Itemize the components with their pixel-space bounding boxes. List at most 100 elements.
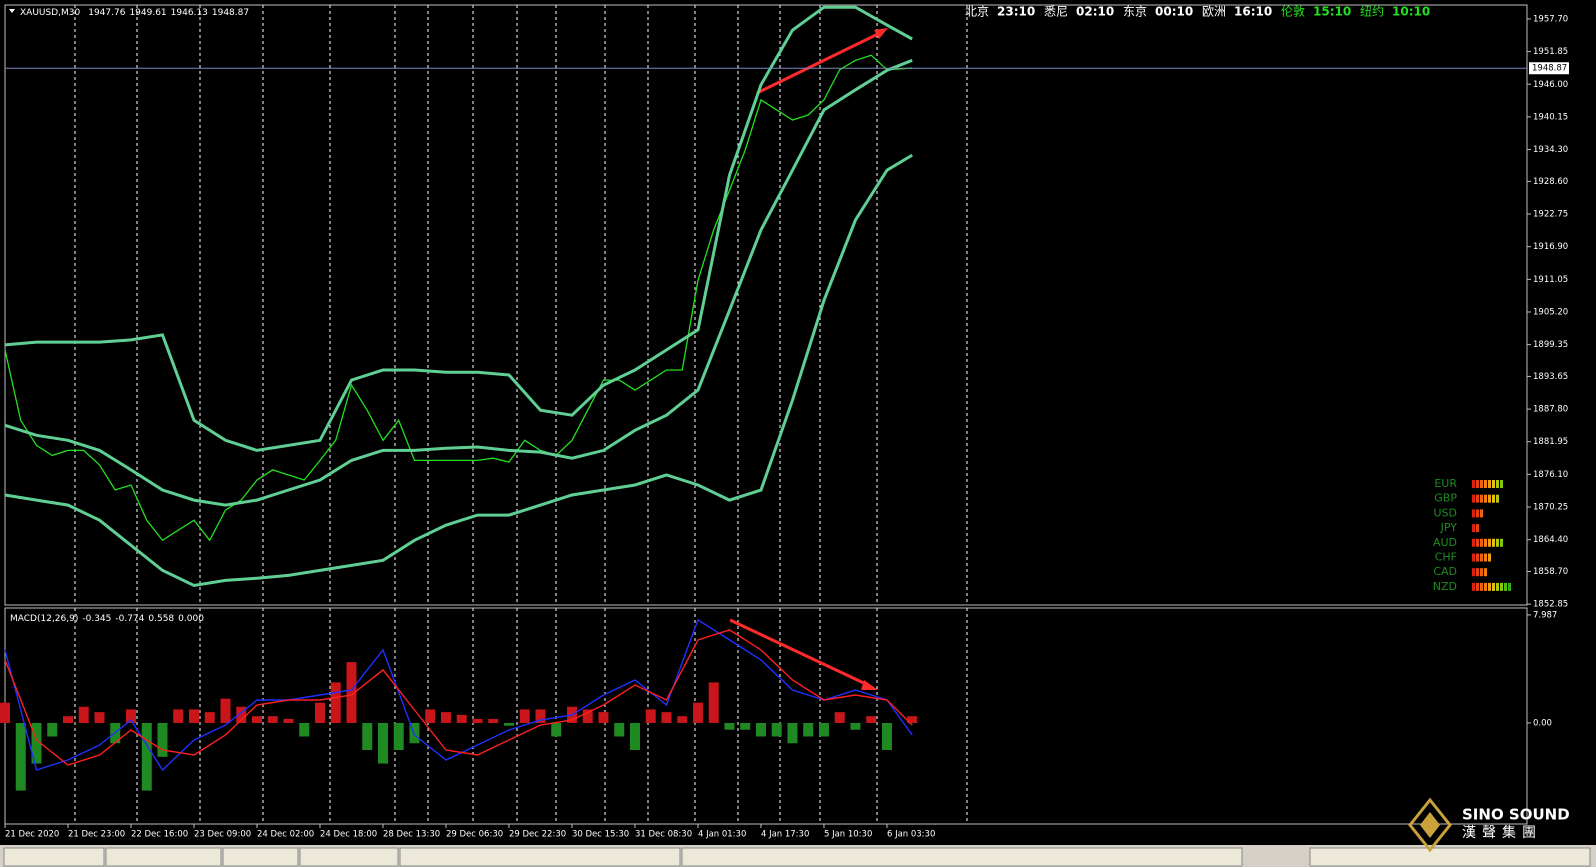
y-tick-label: 1905.20 — [1533, 307, 1568, 317]
y-tick-label: 1946.00 — [1533, 80, 1568, 90]
currency-label: EUR — [1434, 477, 1457, 490]
strength-bar — [1472, 538, 1503, 547]
clock-city: 纽约 — [1360, 4, 1384, 19]
strength-segment — [1480, 568, 1483, 577]
tab[interactable] — [105, 847, 222, 867]
strength-segment — [1484, 480, 1487, 488]
strength-bar — [1472, 582, 1511, 591]
x-tick-label: 24 Dec 18:00 — [320, 830, 377, 840]
strength-segment — [1492, 494, 1495, 503]
series-line — [4, 54, 913, 542]
quote-value: 1949.61 — [129, 8, 166, 18]
strength-segment — [1480, 582, 1483, 591]
histogram-bar — [220, 698, 231, 723]
strength-segment — [1472, 553, 1475, 562]
strength-segment — [1484, 582, 1487, 591]
y-tick-label: 1864.40 — [1533, 535, 1568, 545]
strength-segment — [1488, 538, 1491, 547]
histogram-bar — [519, 709, 530, 723]
strength-segment — [1500, 538, 1503, 547]
series-line — [4, 629, 913, 766]
clock-city: 欧洲 — [1202, 5, 1226, 19]
histogram-bar — [881, 722, 892, 751]
x-tick-label: 4 Jan 01:30 — [698, 830, 746, 840]
histogram-bar — [866, 716, 877, 723]
strength-segment — [1492, 538, 1495, 547]
tab[interactable] — [3, 847, 105, 867]
histogram-bar — [204, 712, 215, 723]
histogram-bar — [803, 722, 814, 737]
tab[interactable] — [681, 847, 1243, 867]
y-tick-label: 1951.85 — [1533, 47, 1568, 57]
histogram-bar — [740, 722, 751, 730]
strength-segment — [1496, 494, 1499, 503]
clock-city: 东京 — [1123, 5, 1147, 19]
macd-title: MACD(12,26,9) — [10, 614, 78, 624]
logo-mark — [1420, 812, 1440, 838]
readings: -0.345 -0.774 0.558 0.000 — [82, 614, 204, 624]
strength-segment — [1476, 494, 1479, 503]
clock-time: 00:10 — [1155, 5, 1193, 19]
y-tick-label: 1876.10 — [1533, 470, 1568, 480]
clock-city: 悉尼 — [1044, 5, 1068, 19]
strength-segment — [1476, 524, 1479, 533]
strength-bar — [1472, 553, 1491, 562]
tab[interactable] — [222, 847, 299, 867]
logo-brand: SINO SOUND — [1462, 806, 1570, 824]
menu-triangle[interactable] — [9, 9, 15, 13]
histogram-bar — [488, 718, 499, 723]
y-tick-label: 0.00 — [1533, 718, 1552, 728]
strength-segment — [1492, 480, 1495, 488]
x-tick-label: 5 Jan 10:30 — [824, 830, 872, 840]
strength-segment — [1472, 480, 1475, 488]
y-tick-label: 1940.15 — [1533, 112, 1568, 122]
strength-segment — [1484, 553, 1487, 562]
x-tick-label: 6 Jan 03:30 — [887, 830, 935, 840]
tab[interactable] — [399, 847, 681, 867]
histogram-bar — [472, 718, 483, 723]
macd-reading: 0.558 — [148, 614, 174, 624]
currency-label: CHF — [1435, 551, 1457, 564]
tab[interactable] — [1309, 847, 1591, 867]
clock-time: 16:10 — [1234, 5, 1272, 19]
histogram-bar — [15, 722, 26, 791]
y-tick-label: 1934.30 — [1533, 145, 1568, 155]
histogram-bar — [251, 716, 262, 723]
histogram-bar — [834, 712, 845, 723]
histogram-bar — [598, 712, 609, 723]
histogram-bar — [393, 722, 404, 751]
series-line — [4, 58, 913, 507]
clock-time: 23:10 — [997, 5, 1035, 19]
x-tick-label: 21 Dec 2020 — [5, 830, 59, 840]
strength-segment — [1496, 480, 1499, 488]
current-price-label: 1948.87 — [1532, 64, 1567, 74]
strength-segment — [1472, 582, 1475, 591]
strength-segment — [1488, 553, 1491, 562]
histogram-bar — [692, 702, 703, 723]
strength-segment — [1472, 524, 1475, 533]
histogram-bar — [582, 709, 593, 723]
histogram-bar — [755, 722, 766, 737]
histogram-bar — [440, 712, 451, 723]
y-tick-label: 1893.65 — [1533, 372, 1568, 382]
x-tick-label: 23 Dec 09:00 — [194, 830, 251, 840]
histogram-bar — [314, 702, 325, 723]
quote-value: 1947.76 — [88, 8, 125, 18]
histogram-bar — [362, 722, 373, 751]
histogram-bar — [907, 716, 918, 723]
logo-chinese: 漢聲集團 — [1462, 824, 1542, 841]
x-tick-label: 21 Dec 23:00 — [68, 830, 125, 840]
histogram-bar — [708, 682, 719, 723]
symbol: XAUUSD,M30 — [20, 8, 80, 18]
strength-segment — [1488, 480, 1491, 488]
macd-reading: -0.774 — [115, 614, 144, 624]
x-tick-label: 30 Dec 15:30 — [572, 830, 629, 840]
tab[interactable] — [299, 847, 399, 867]
strength-segment — [1476, 568, 1479, 577]
strength-bar — [1472, 480, 1503, 488]
x-tick-label: 28 Dec 13:30 — [383, 830, 440, 840]
histogram-bar — [724, 722, 735, 730]
strength-segment — [1484, 494, 1487, 503]
logo: SINO SOUND 漢聲集團 — [1408, 797, 1570, 853]
